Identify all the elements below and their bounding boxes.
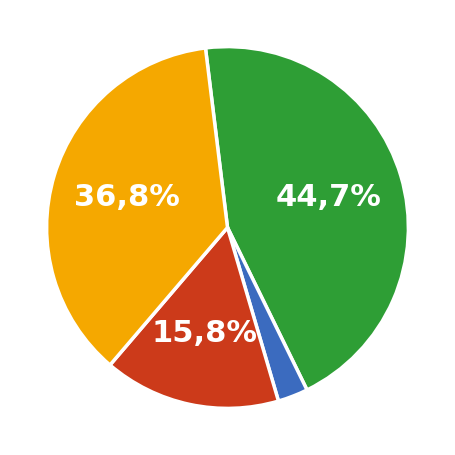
- Wedge shape: [110, 228, 278, 409]
- Text: 15,8%: 15,8%: [152, 319, 258, 348]
- Text: 44,7%: 44,7%: [275, 183, 381, 212]
- Wedge shape: [228, 228, 307, 401]
- Wedge shape: [46, 48, 228, 365]
- Wedge shape: [206, 46, 409, 390]
- Text: 36,8%: 36,8%: [74, 183, 180, 212]
